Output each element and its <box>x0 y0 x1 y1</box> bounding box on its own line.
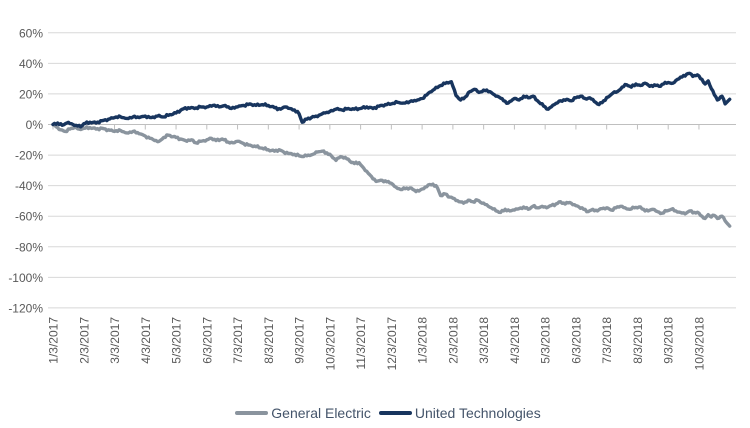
x-axis-tick-label: 3/3/2017 <box>108 317 122 364</box>
x-axis-tick-label: 12/3/2017 <box>385 317 399 371</box>
x-axis-tick-label: 5/3/2017 <box>170 317 184 364</box>
x-axis-tick-label: 7/3/2017 <box>231 317 245 364</box>
x-axis-tick-label: 8/3/2018 <box>631 317 645 364</box>
legend-label-general-electric: General Electric <box>271 405 371 421</box>
legend-item-general-electric: General Electric <box>235 405 371 421</box>
general-electric-line <box>51 122 732 228</box>
x-axis-tick-label: 11/3/2017 <box>354 317 368 370</box>
y-axis-tick-label: -20% <box>15 149 43 163</box>
x-axis-tick-label: 6/3/2018 <box>569 317 583 364</box>
y-axis-tick-label: 20% <box>19 87 43 101</box>
legend-label-united-technologies: United Technologies <box>414 405 541 421</box>
x-axis-tick-label: 6/3/2017 <box>200 317 214 364</box>
x-axis-tick-label: 1/3/2017 <box>47 317 61 364</box>
x-axis-tick-label: 10/3/2018 <box>692 317 706 371</box>
x-axis-tick-label: 2/3/2017 <box>77 317 91 364</box>
y-axis-tick-label: -100% <box>8 271 43 285</box>
y-axis-tick-label: -60% <box>15 210 43 224</box>
x-axis-tick-label: 10/3/2017 <box>323 317 337 371</box>
chart-plot-area: 60% 40% 20% 0% -20% -40% -60% -80% -100% -120% 1/3… <box>8 26 736 371</box>
x-axis-tick-label: 5/3/2018 <box>539 317 553 364</box>
united-technologies-line <box>51 71 732 129</box>
x-axis-tick-label: 3/3/2018 <box>477 317 491 364</box>
y-axis-tick-label: -80% <box>15 240 43 254</box>
x-axis-tick-label: 1/3/2018 <box>416 317 430 364</box>
x-axis-tick-label: 2/3/2018 <box>446 317 460 364</box>
x-axis-tick-label: 4/3/2017 <box>139 317 153 364</box>
y-axis-tick-label: 60% <box>19 26 43 40</box>
chart-legend: General Electric United Technologies <box>0 405 750 421</box>
x-axis-tick-label: 4/3/2018 <box>508 317 522 364</box>
y-axis-tick-label: 40% <box>19 57 43 71</box>
y-axis-tick-label: 0% <box>26 118 44 132</box>
legend-item-united-technologies: United Technologies <box>378 405 541 421</box>
x-axis-tick-label: 8/3/2017 <box>262 317 276 364</box>
y-axis-tick-label: -120% <box>8 301 43 315</box>
y-axis-tick-label: -40% <box>15 179 43 193</box>
x-axis-tick-label: 7/3/2018 <box>600 317 614 364</box>
x-axis-tick-label: 9/3/2018 <box>662 317 676 364</box>
united-technologies-line-swatch <box>378 410 412 416</box>
x-axis-tick-label: 9/3/2017 <box>293 317 307 364</box>
general-electric-line-swatch <box>235 410 269 416</box>
